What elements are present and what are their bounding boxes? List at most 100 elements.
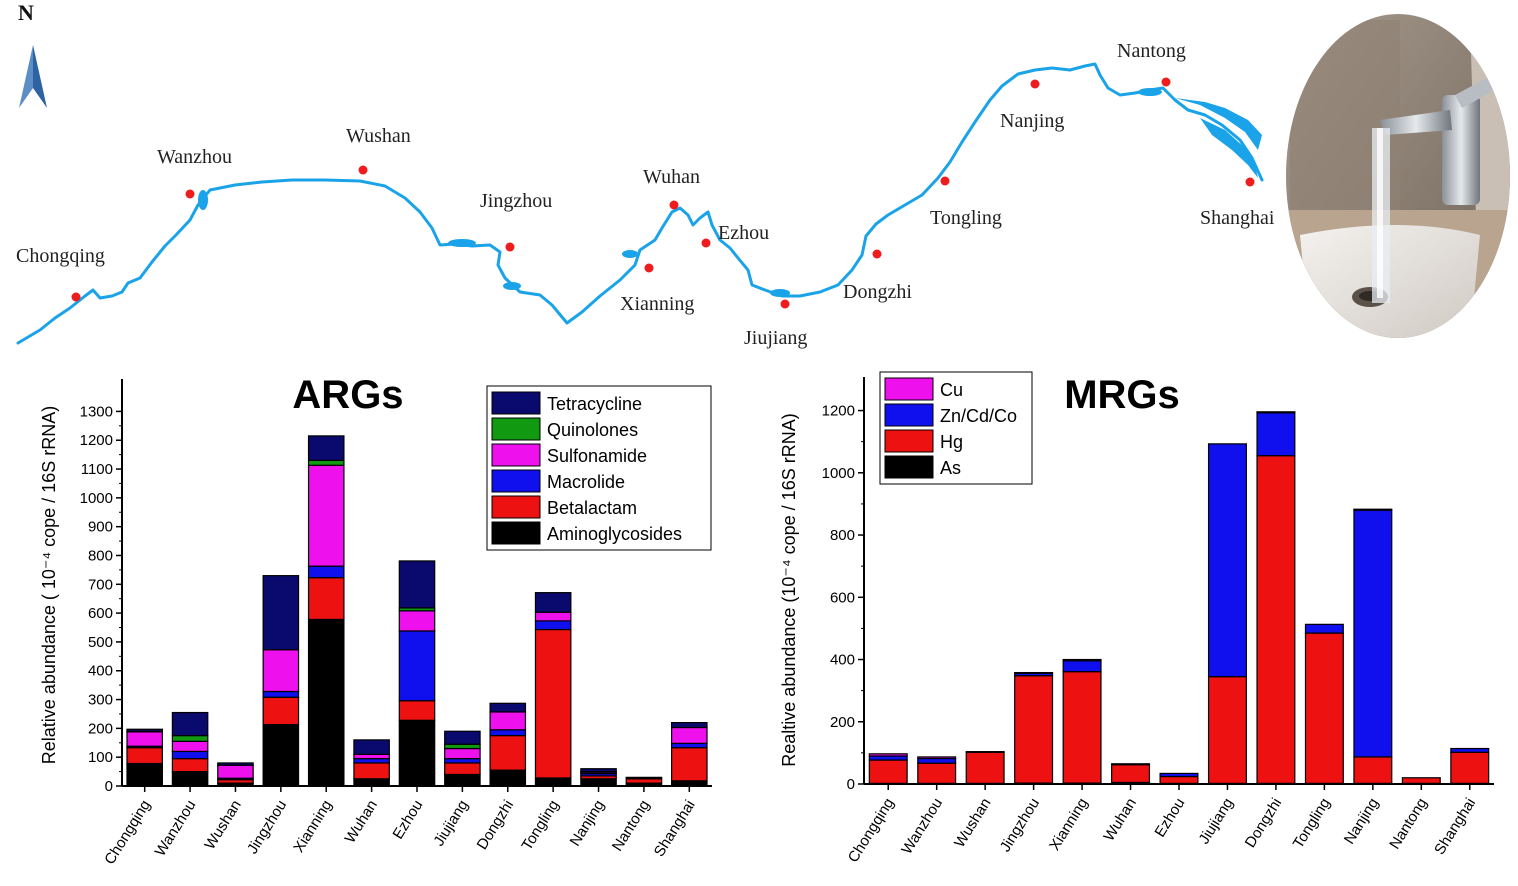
chart-mrgs: MRGs Chongqing Wanzhou Wushan Jingzhou Xiann…: [779, 371, 1494, 866]
args-xtick-label: Nantong: [609, 797, 653, 854]
args-xtick-label: Nanjing: [567, 797, 608, 849]
args-title: ARGs: [292, 373, 403, 417]
city-label: Ezhou: [718, 222, 769, 244]
args-bar-segment: [444, 730, 481, 745]
city-marker: [701, 238, 711, 248]
mrgs-bar-segment: [868, 759, 908, 784]
args-legend: Tetracycline Quinolones Sulfonamide Macroli…: [486, 385, 712, 551]
args-bar-segment: [126, 731, 163, 747]
mrgs-xtick-label: Tongling: [1290, 795, 1334, 851]
args-ytick-label: 500: [88, 634, 113, 651]
mrgs-bar-segment: [1353, 508, 1393, 511]
mrgs-legend-swatch: [884, 403, 934, 427]
args-xtick-label: Ezhou: [389, 797, 426, 842]
mrgs-xtick-label: Shanghai: [1431, 795, 1479, 858]
mrgs-bar-segment: [1207, 443, 1247, 678]
city-label: Chongqing: [16, 245, 105, 267]
args-xtick-label: Tongling: [519, 797, 563, 853]
mrgs-xtick-label: Chongqing: [845, 795, 898, 866]
mrgs-bar-segment: [1353, 509, 1393, 758]
args-bar-segment: [171, 740, 209, 753]
args-bar-segment: [262, 649, 300, 693]
city-marker: [872, 249, 882, 259]
args-bar-segment: [307, 459, 345, 466]
mrgs-xtick-label: Wushan: [951, 795, 994, 850]
args-xtick-label: Jiujiang: [430, 797, 471, 849]
args-legend-label: Tetracycline: [547, 394, 642, 414]
mrgs-legend: Cu Zn/Cd/Co Hg As: [879, 371, 1033, 485]
mrgs-ytick-label: 1000: [822, 465, 855, 482]
mrgs-legend-label: As: [940, 458, 961, 478]
mrgs-bar-segment: [965, 751, 1005, 784]
args-legend-label: Betalactam: [547, 498, 637, 518]
args-legend-swatch: [491, 391, 541, 415]
city-labels: Chongqing Wanzhou Wushan Jingzhou Wuhan Ezhou…: [16, 40, 1275, 349]
args-xtick-label: Wuhan: [342, 797, 381, 846]
faucet-photo: [1286, 14, 1510, 338]
mrgs-bar-segment: [1304, 632, 1344, 784]
args-bar-segment: [398, 630, 436, 702]
city-label: Wushan: [346, 125, 411, 147]
city-label: Xianning: [620, 293, 694, 315]
args-bar-segment: [171, 770, 209, 787]
args-bar-segment: [580, 768, 617, 773]
args-bars: [126, 435, 708, 787]
args-ytick-label: 1300: [80, 403, 113, 420]
args-bar-segment: [444, 758, 481, 764]
args-ytick-label: 700: [88, 576, 113, 593]
mrgs-legend-swatch: [884, 455, 934, 479]
mrgs-legend-label: Cu: [940, 380, 963, 400]
mrgs-ytick-label: 600: [830, 589, 855, 606]
mrgs-bar-segment: [1450, 751, 1490, 784]
args-bar-segment: [625, 776, 663, 779]
city-marker: [1161, 77, 1171, 87]
args-bar-segment: [262, 696, 300, 726]
mrgs-bars: [868, 411, 1490, 785]
city-marker: [358, 165, 368, 175]
args-ytick-label: 900: [88, 519, 113, 536]
city-marker: [644, 263, 654, 273]
mrgs-xtick-label: Jiujiang: [1195, 795, 1236, 847]
args-xtick-label: Dongzhi: [474, 797, 518, 853]
args-ylabel: Relative abundance ( 10⁻⁴ cope / 16S rRN…: [39, 406, 59, 764]
args-bar-segment: [398, 610, 436, 632]
args-ytick-label: 300: [88, 692, 113, 709]
mrgs-xtick-label: Wanzhou: [898, 795, 946, 857]
args-xtick-label: Wanzhou: [152, 797, 200, 859]
river-wide-sections: [198, 88, 1262, 297]
args-bar-segment: [126, 728, 163, 732]
args-legend-label: Sulfonamide: [547, 446, 647, 466]
args-bar-segment: [353, 758, 390, 764]
args-bar-segment: [444, 743, 481, 750]
mrgs-bar-segment: [917, 757, 957, 764]
river-map: N Chongqing Wanzhou Wushan Jingzhou Wuhan Ezh…: [16, 0, 1275, 349]
city-label: Tongling: [930, 207, 1002, 229]
args-legend-swatch: [491, 443, 541, 467]
args-bar-segment: [171, 734, 209, 742]
mrgs-bar-segment: [1062, 671, 1102, 784]
args-bar-segment: [671, 726, 708, 744]
mrgs-ytick-label: 0: [847, 776, 855, 793]
args-ytick-label: 800: [88, 547, 113, 564]
args-bar-segment: [353, 778, 390, 787]
args-bar-segment: [126, 762, 163, 787]
args-bar-segment: [398, 700, 436, 721]
mrgs-xtick-label: Xianning: [1046, 795, 1091, 854]
args-bar-segment: [489, 734, 527, 771]
mrgs-ytick-label: 200: [830, 714, 855, 731]
mrgs-xtick-label: Wuhan: [1100, 795, 1139, 844]
mrgs-bar-segment: [1401, 777, 1441, 784]
args-bar-segment: [171, 758, 209, 773]
args-bar-segment: [126, 747, 163, 765]
city-marker: [1030, 79, 1040, 89]
city-label: Shanghai: [1200, 207, 1275, 229]
mrgs-xtick-label: Dongzhi: [1242, 795, 1286, 851]
mrgs-bar-segment: [1353, 756, 1393, 784]
mrgs-bar-segment: [1062, 660, 1102, 673]
mrgs-ytick-label: 1200: [822, 403, 855, 420]
args-bar-segment: [625, 778, 663, 784]
args-bar-segment: [534, 620, 572, 631]
args-bar-segment: [353, 739, 390, 755]
args-xtick-label: Jingzhou: [244, 797, 290, 857]
